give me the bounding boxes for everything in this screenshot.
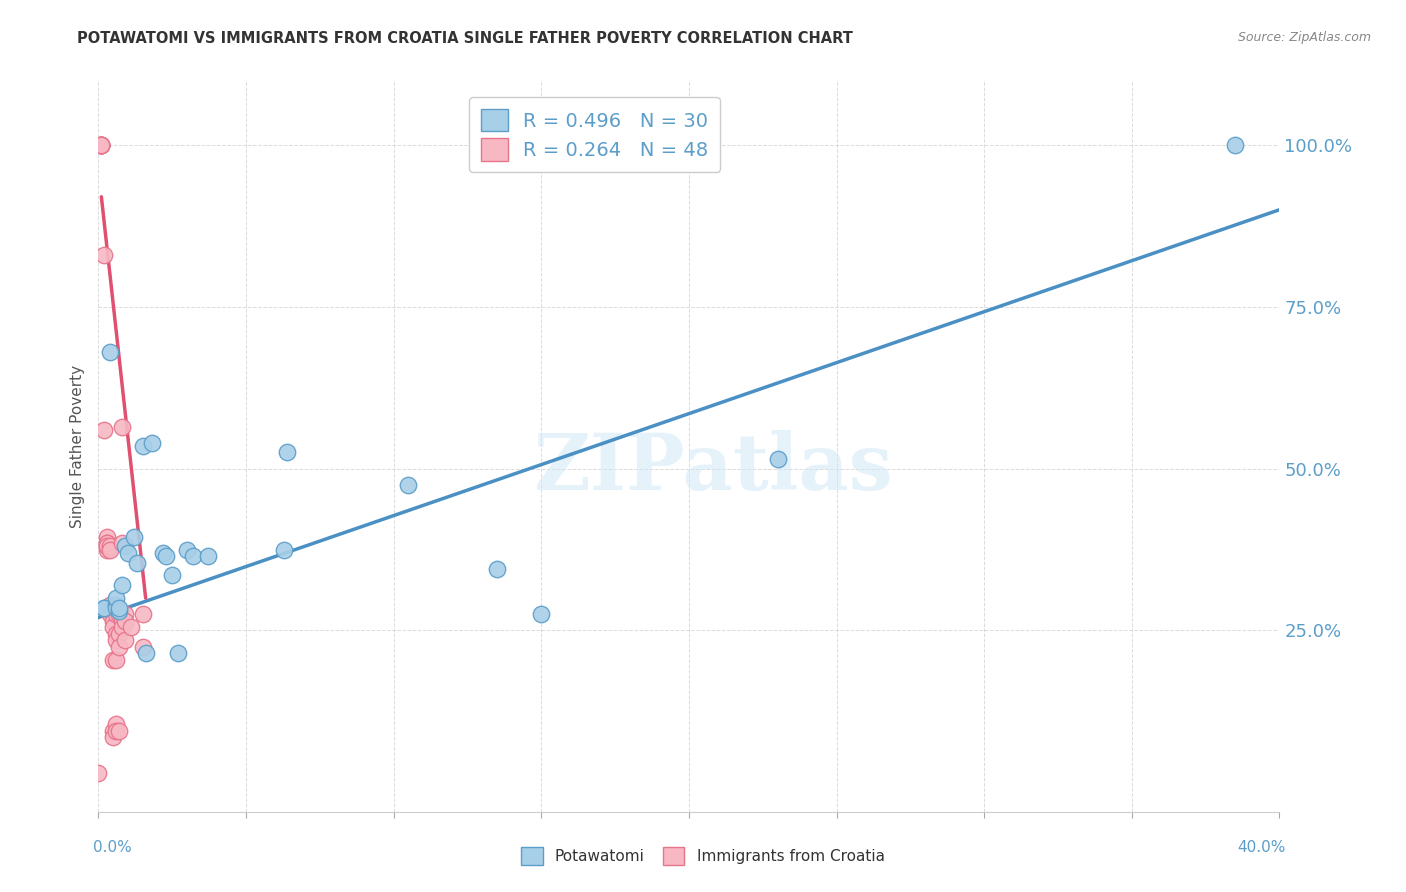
Point	[90, 138, 112, 153]
Point	[1225, 138, 1247, 153]
Point	[98, 345, 121, 359]
Point	[105, 607, 128, 622]
Point	[87, 765, 110, 780]
Point	[108, 723, 131, 738]
Legend: R = 0.496   N = 30, R = 0.264   N = 48: R = 0.496 N = 30, R = 0.264 N = 48	[468, 97, 720, 172]
Y-axis label: Single Father Poverty: Single Father Poverty	[70, 365, 86, 527]
Point	[152, 546, 174, 560]
Point	[181, 549, 204, 563]
Point	[90, 138, 112, 153]
Point	[276, 445, 298, 459]
Point	[96, 539, 118, 553]
Point	[162, 568, 183, 582]
Point	[530, 607, 553, 622]
Point	[167, 646, 190, 660]
Point	[96, 530, 118, 544]
Text: Source: ZipAtlas.com: Source: ZipAtlas.com	[1237, 31, 1371, 45]
Point	[141, 435, 163, 450]
Point	[120, 620, 142, 634]
Point	[103, 614, 125, 628]
Point	[122, 530, 145, 544]
Point	[90, 138, 112, 153]
Legend: Potawatomi, Immigrants from Croatia: Potawatomi, Immigrants from Croatia	[515, 841, 891, 871]
Point	[197, 549, 219, 563]
Text: 0.0%: 0.0%	[93, 840, 131, 855]
Point	[111, 578, 134, 592]
Point	[105, 626, 128, 640]
Point	[108, 626, 131, 640]
Text: POTAWATOMI VS IMMIGRANTS FROM CROATIA SINGLE FATHER POVERTY CORRELATION CHART: POTAWATOMI VS IMMIGRANTS FROM CROATIA SI…	[77, 31, 853, 46]
Point	[105, 598, 128, 612]
Point	[125, 556, 148, 570]
Point	[135, 646, 157, 660]
Point	[98, 600, 121, 615]
Point	[105, 717, 128, 731]
Point	[96, 542, 118, 557]
Point	[108, 607, 131, 622]
Point	[111, 620, 134, 634]
Point	[111, 419, 134, 434]
Point	[90, 138, 112, 153]
Point	[766, 452, 789, 467]
Point	[90, 138, 112, 153]
Point	[103, 620, 125, 634]
Point	[103, 723, 125, 738]
Point	[90, 138, 112, 153]
Point	[105, 652, 128, 666]
Point	[117, 546, 139, 560]
Point	[176, 542, 198, 557]
Point	[114, 633, 136, 648]
Point	[111, 614, 134, 628]
Point	[114, 614, 136, 628]
Point	[96, 536, 118, 550]
Point	[132, 640, 155, 654]
Point	[105, 591, 128, 606]
Point	[486, 562, 509, 576]
Point	[105, 723, 128, 738]
Point	[96, 536, 118, 550]
Point	[108, 640, 131, 654]
Point	[93, 248, 115, 262]
Text: 40.0%: 40.0%	[1237, 840, 1285, 855]
Point	[96, 539, 118, 553]
Point	[93, 600, 115, 615]
Point	[132, 439, 155, 453]
Point	[108, 604, 131, 618]
Point	[398, 478, 420, 492]
Point	[103, 731, 125, 745]
Point	[132, 607, 155, 622]
Point	[108, 600, 131, 615]
Point	[98, 607, 121, 622]
Point	[98, 598, 121, 612]
Point	[103, 607, 125, 622]
Point	[114, 607, 136, 622]
Point	[105, 633, 128, 648]
Point	[93, 600, 115, 615]
Point	[105, 600, 128, 615]
Point	[93, 423, 115, 437]
Point	[98, 539, 121, 553]
Point	[114, 539, 136, 553]
Point	[98, 600, 121, 615]
Point	[111, 536, 134, 550]
Point	[98, 600, 121, 615]
Point	[273, 542, 295, 557]
Point	[155, 549, 177, 563]
Point	[103, 652, 125, 666]
Text: ZIPatlas: ZIPatlas	[533, 430, 893, 506]
Point	[98, 542, 121, 557]
